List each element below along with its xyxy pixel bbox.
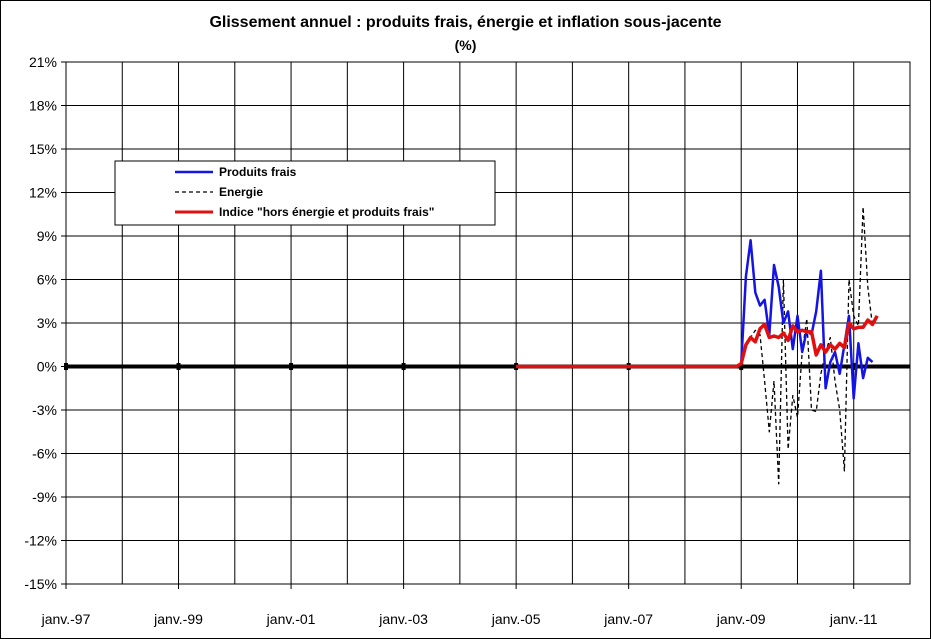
- y-tick-label: 9%: [37, 228, 57, 244]
- y-tick-label: 21%: [29, 54, 57, 70]
- x-tick-label: janv.-97: [41, 611, 91, 627]
- legend-label: Produits frais: [219, 165, 297, 179]
- zero-axis-marker: [176, 363, 181, 370]
- y-tick-label: -15%: [24, 576, 57, 592]
- chart-subtitle: (%): [454, 37, 477, 53]
- x-tick-label: janv.-09: [716, 611, 766, 627]
- x-tick-label: janv.-99: [153, 611, 203, 627]
- y-tick-label: 15%: [29, 141, 57, 157]
- zero-axis-marker: [289, 363, 294, 370]
- legend-label: Indice "hors énergie et produits frais": [219, 205, 434, 219]
- plot-border: [65, 61, 911, 585]
- x-tick-label: janv.-05: [491, 611, 541, 627]
- x-tick-label: janv.-11: [829, 611, 878, 627]
- y-tick-label: 12%: [29, 185, 57, 201]
- zero-axis-marker: [64, 363, 68, 370]
- series-line: [516, 239, 874, 400]
- y-tick-label: -6%: [32, 446, 57, 462]
- y-tick-label: -12%: [24, 533, 57, 549]
- series-line: [516, 206, 874, 485]
- y-tick-label: -3%: [32, 402, 57, 418]
- x-tick-label: janv.-01: [266, 611, 316, 627]
- zero-axis-marker: [739, 363, 744, 370]
- zero-axis-marker: [401, 363, 406, 370]
- y-tick-label: 3%: [37, 315, 57, 331]
- y-tick-label: -9%: [32, 489, 57, 505]
- zero-axis-marker: [851, 363, 856, 370]
- y-tick-label: 18%: [29, 98, 57, 114]
- x-tick-label: janv.-03: [378, 611, 428, 627]
- x-tick-label: janv.-07: [603, 611, 653, 627]
- y-tick-label: 0%: [37, 359, 57, 375]
- series-line: [516, 314, 879, 369]
- chart-title: Glissement annuel : produits frais, éner…: [209, 14, 722, 31]
- legend-label: Energie: [219, 185, 263, 199]
- y-tick-label: 6%: [37, 272, 57, 288]
